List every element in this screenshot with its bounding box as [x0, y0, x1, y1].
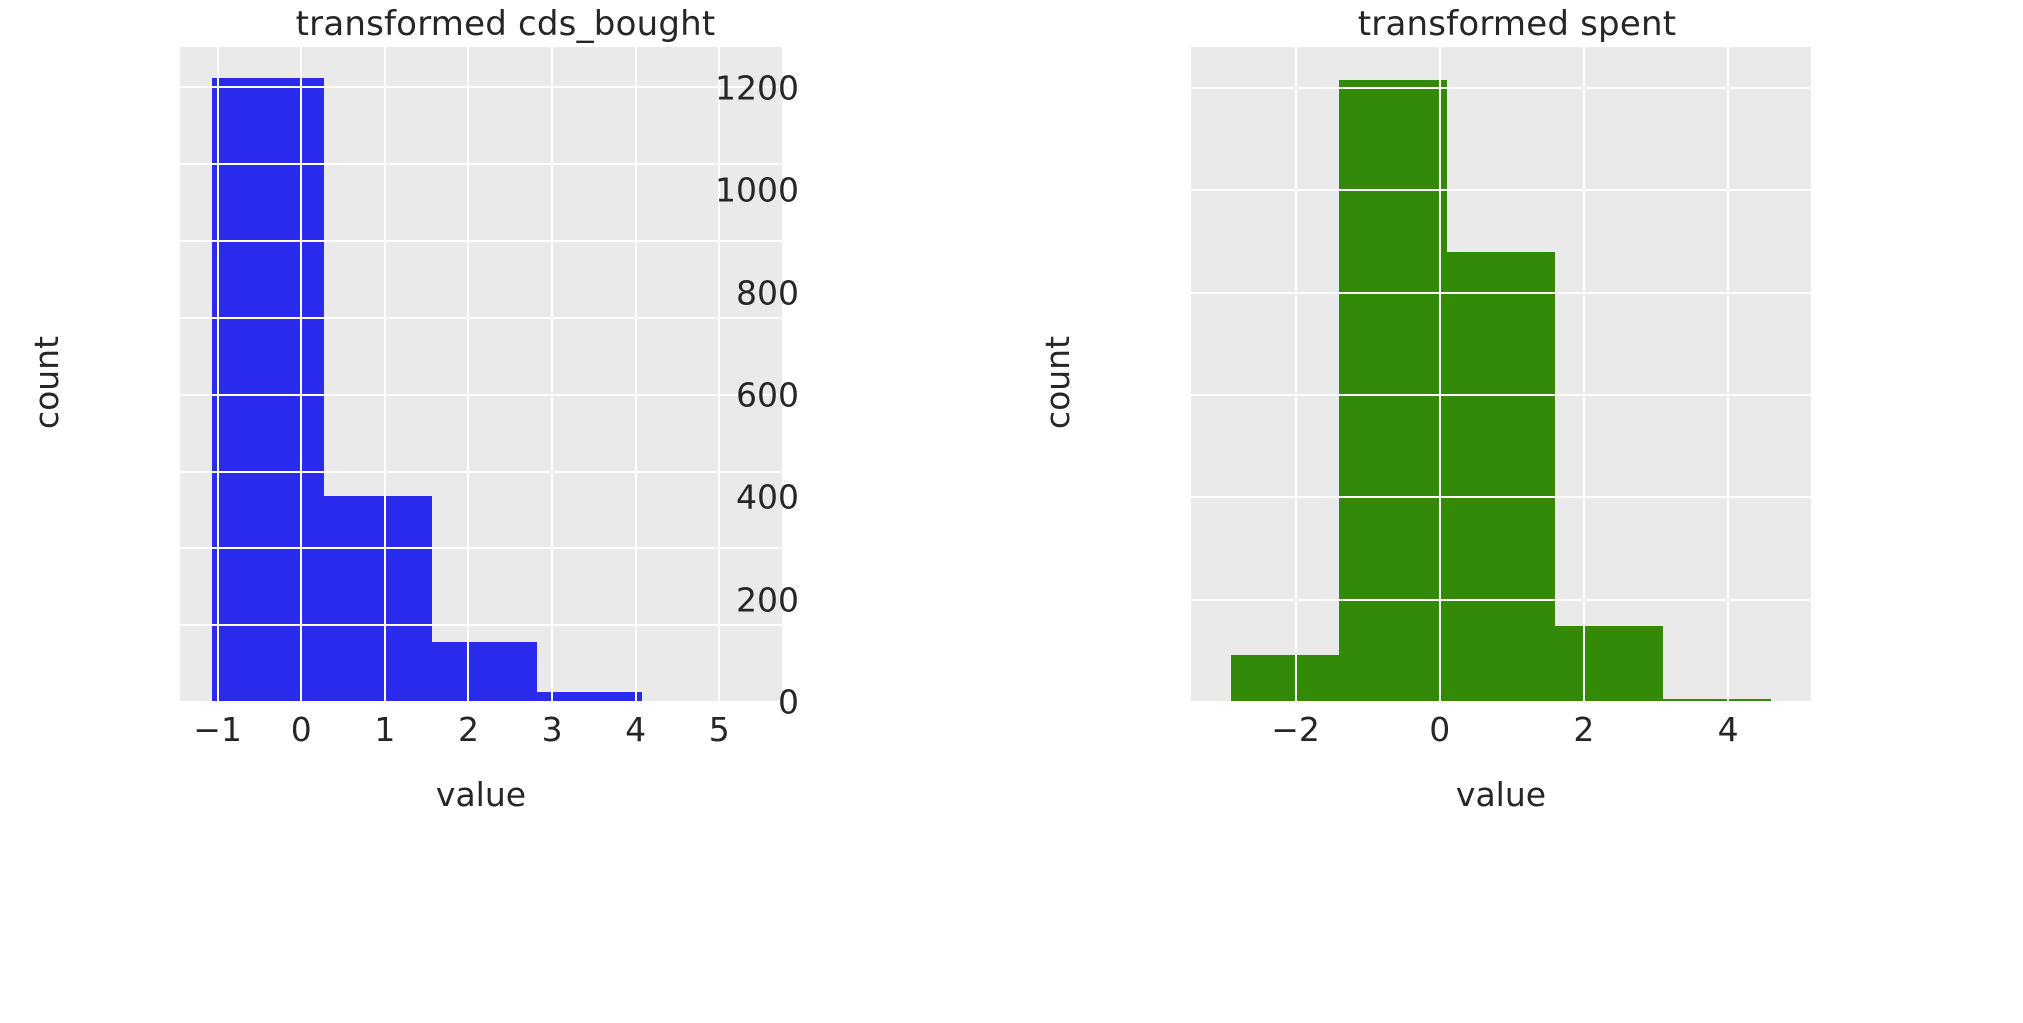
y-axis-label-right: count [1038, 335, 1077, 430]
gridline-horizontal [180, 470, 782, 473]
bar-series-left [180, 47, 782, 702]
gridline-vertical [467, 47, 470, 702]
panel-title-right: transformed spent [1357, 4, 1677, 44]
x-tick-label: 5 [708, 710, 730, 749]
gridline-horizontal [180, 701, 782, 702]
gridline-horizontal [180, 316, 782, 319]
plot-area-left [180, 47, 782, 702]
panel-title-left: transformed cds_bought [295, 4, 716, 44]
x-tick-label: 1 [374, 710, 396, 749]
gridline-vertical [216, 47, 219, 702]
histogram-bar [1446, 251, 1556, 702]
gridline-horizontal [1191, 189, 1811, 192]
gridline-horizontal [180, 547, 782, 550]
x-axis-label-right: value [1455, 775, 1547, 814]
x-tick-label: −1 [193, 710, 242, 749]
y-tick-label: 400 [736, 477, 799, 517]
gridline-horizontal [1191, 496, 1811, 499]
histogram-bar [431, 641, 537, 702]
y-tick-label: 1000 [715, 170, 799, 210]
gridline-horizontal [180, 86, 782, 89]
histogram-bar [323, 495, 432, 702]
histogram-bar [1338, 80, 1447, 702]
y-tick-label: 200 [736, 580, 799, 620]
gridline-vertical [634, 47, 637, 702]
gridline-vertical [1582, 47, 1585, 702]
x-axis-label-left: value [435, 775, 527, 814]
histogram-bar [211, 77, 324, 702]
histogram-bar [1555, 626, 1664, 702]
gridline-horizontal [180, 393, 782, 396]
gridline-horizontal [1191, 393, 1811, 396]
bar-series-right [1191, 47, 1811, 702]
y-tick-label: 800 [736, 273, 799, 313]
gridline-horizontal [1191, 86, 1811, 89]
x-tick-label: 0 [1429, 710, 1451, 749]
gridline-vertical [1294, 47, 1297, 702]
x-tick-label: 2 [1573, 710, 1595, 749]
gridline-horizontal [1191, 291, 1811, 294]
x-tick-label: 4 [1717, 710, 1739, 749]
gridline-horizontal [180, 240, 782, 243]
gridline-vertical [718, 47, 721, 702]
y-tick-label: 1200 [715, 68, 799, 108]
x-tick-label: 2 [457, 710, 479, 749]
gridline-horizontal [1191, 598, 1811, 601]
gridline-vertical [383, 47, 386, 702]
y-tick-label: 600 [736, 375, 799, 415]
histogram-bar [537, 691, 643, 702]
x-tick-label: 3 [541, 710, 563, 749]
x-tick-label: −2 [1271, 710, 1320, 749]
plot-area-right [1191, 47, 1811, 702]
gridline-horizontal [180, 624, 782, 627]
x-tick-label: 0 [290, 710, 312, 749]
x-tick-label: 4 [625, 710, 647, 749]
histogram-bar [1230, 654, 1339, 702]
subplot-transformed-spent: transformed spent 0 200 400 600 800 1000 1200 … [715, 0, 2023, 1023]
gridline-vertical [1438, 47, 1441, 702]
y-tick-label: 0 [778, 682, 799, 722]
gridline-vertical [551, 47, 554, 702]
gridline-vertical [1727, 47, 1730, 702]
gridline-vertical [300, 47, 303, 702]
gridline-horizontal [1191, 701, 1811, 702]
histogram-bar [1663, 699, 1772, 702]
subplot-transformed-cds-bought: transformed cds_bought 0 200 400 600 800 1000… [0, 0, 1011, 1023]
gridline-horizontal [180, 163, 782, 166]
y-axis-label-left: count [27, 335, 66, 430]
